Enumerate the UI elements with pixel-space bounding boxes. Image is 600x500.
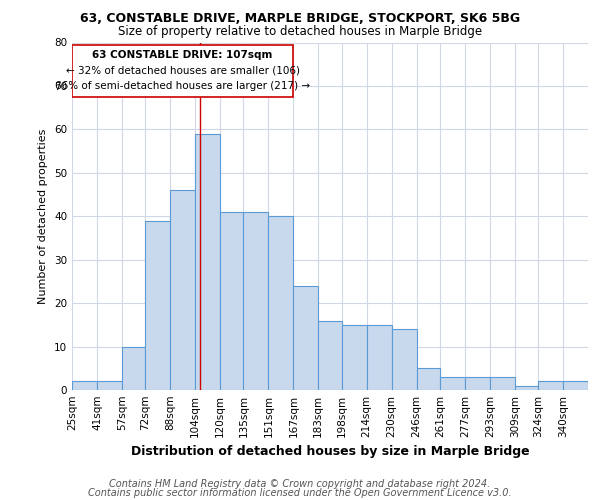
Bar	[170, 190, 195, 390]
Bar	[392, 329, 416, 390]
Text: 63 CONSTABLE DRIVE: 107sqm: 63 CONSTABLE DRIVE: 107sqm	[92, 50, 273, 60]
Text: ← 32% of detached houses are smaller (106): ← 32% of detached houses are smaller (10…	[65, 66, 299, 76]
Bar	[268, 216, 293, 390]
Bar	[72, 382, 97, 390]
Bar	[195, 134, 220, 390]
Bar	[490, 377, 515, 390]
Text: Contains public sector information licensed under the Open Government Licence v3: Contains public sector information licen…	[88, 488, 512, 498]
Bar	[341, 325, 367, 390]
Bar	[72, 44, 293, 97]
X-axis label: Distribution of detached houses by size in Marple Bridge: Distribution of detached houses by size …	[131, 446, 529, 458]
Bar	[465, 377, 490, 390]
Bar	[563, 382, 588, 390]
Bar	[416, 368, 440, 390]
Text: Contains HM Land Registry data © Crown copyright and database right 2024.: Contains HM Land Registry data © Crown c…	[109, 479, 491, 489]
Bar	[319, 320, 341, 390]
Bar	[220, 212, 244, 390]
Text: 66% of semi-detached houses are larger (217) →: 66% of semi-detached houses are larger (…	[55, 81, 310, 91]
Bar	[244, 212, 268, 390]
Bar	[145, 220, 170, 390]
Bar	[515, 386, 538, 390]
Text: 63, CONSTABLE DRIVE, MARPLE BRIDGE, STOCKPORT, SK6 5BG: 63, CONSTABLE DRIVE, MARPLE BRIDGE, STOC…	[80, 12, 520, 26]
Bar	[367, 325, 392, 390]
Bar	[293, 286, 319, 390]
Text: Size of property relative to detached houses in Marple Bridge: Size of property relative to detached ho…	[118, 25, 482, 38]
Bar	[440, 377, 465, 390]
Bar	[122, 346, 145, 390]
Y-axis label: Number of detached properties: Number of detached properties	[38, 128, 49, 304]
Bar	[538, 382, 563, 390]
Bar	[97, 382, 122, 390]
